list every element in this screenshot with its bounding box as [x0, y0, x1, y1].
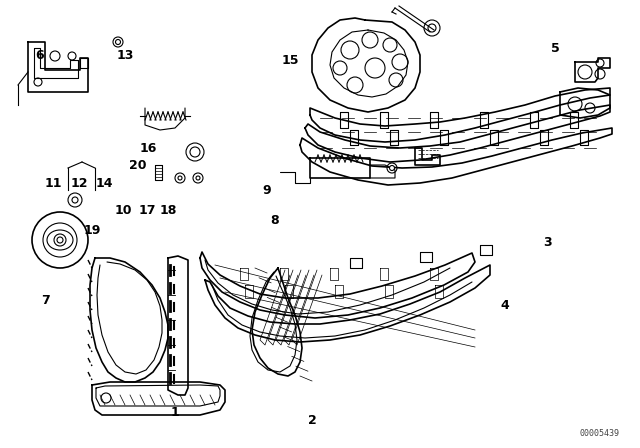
Text: 20: 20: [129, 159, 147, 172]
Text: 3: 3: [544, 236, 552, 249]
Text: 14: 14: [95, 177, 113, 190]
Text: 1: 1: [171, 405, 179, 418]
Text: 7: 7: [42, 293, 51, 306]
Text: 4: 4: [500, 298, 509, 311]
Text: 2: 2: [308, 414, 316, 426]
Text: 5: 5: [550, 42, 559, 55]
Text: 11: 11: [44, 177, 61, 190]
Text: 12: 12: [70, 177, 88, 190]
Text: 10: 10: [115, 203, 132, 216]
Text: 13: 13: [116, 48, 134, 61]
Text: 17: 17: [138, 203, 156, 216]
Text: 00005439: 00005439: [580, 429, 620, 438]
Text: 19: 19: [83, 224, 100, 237]
Text: 18: 18: [159, 203, 177, 216]
Circle shape: [178, 176, 182, 180]
Circle shape: [115, 39, 120, 44]
Text: 9: 9: [262, 184, 271, 197]
Circle shape: [390, 165, 394, 171]
Text: 16: 16: [140, 142, 157, 155]
Circle shape: [196, 176, 200, 180]
Text: 15: 15: [281, 53, 299, 66]
Circle shape: [57, 237, 63, 243]
Text: 8: 8: [271, 214, 279, 227]
Text: 6: 6: [36, 48, 44, 61]
